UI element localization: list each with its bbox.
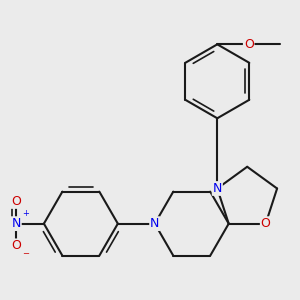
Text: O: O — [11, 195, 21, 208]
Text: +: + — [22, 209, 29, 218]
Text: N: N — [11, 217, 21, 230]
Text: O: O — [11, 239, 21, 252]
Text: −: − — [22, 250, 29, 259]
Text: N: N — [213, 182, 222, 195]
Text: O: O — [261, 217, 271, 230]
Text: N: N — [150, 217, 160, 230]
Text: O: O — [244, 38, 254, 51]
